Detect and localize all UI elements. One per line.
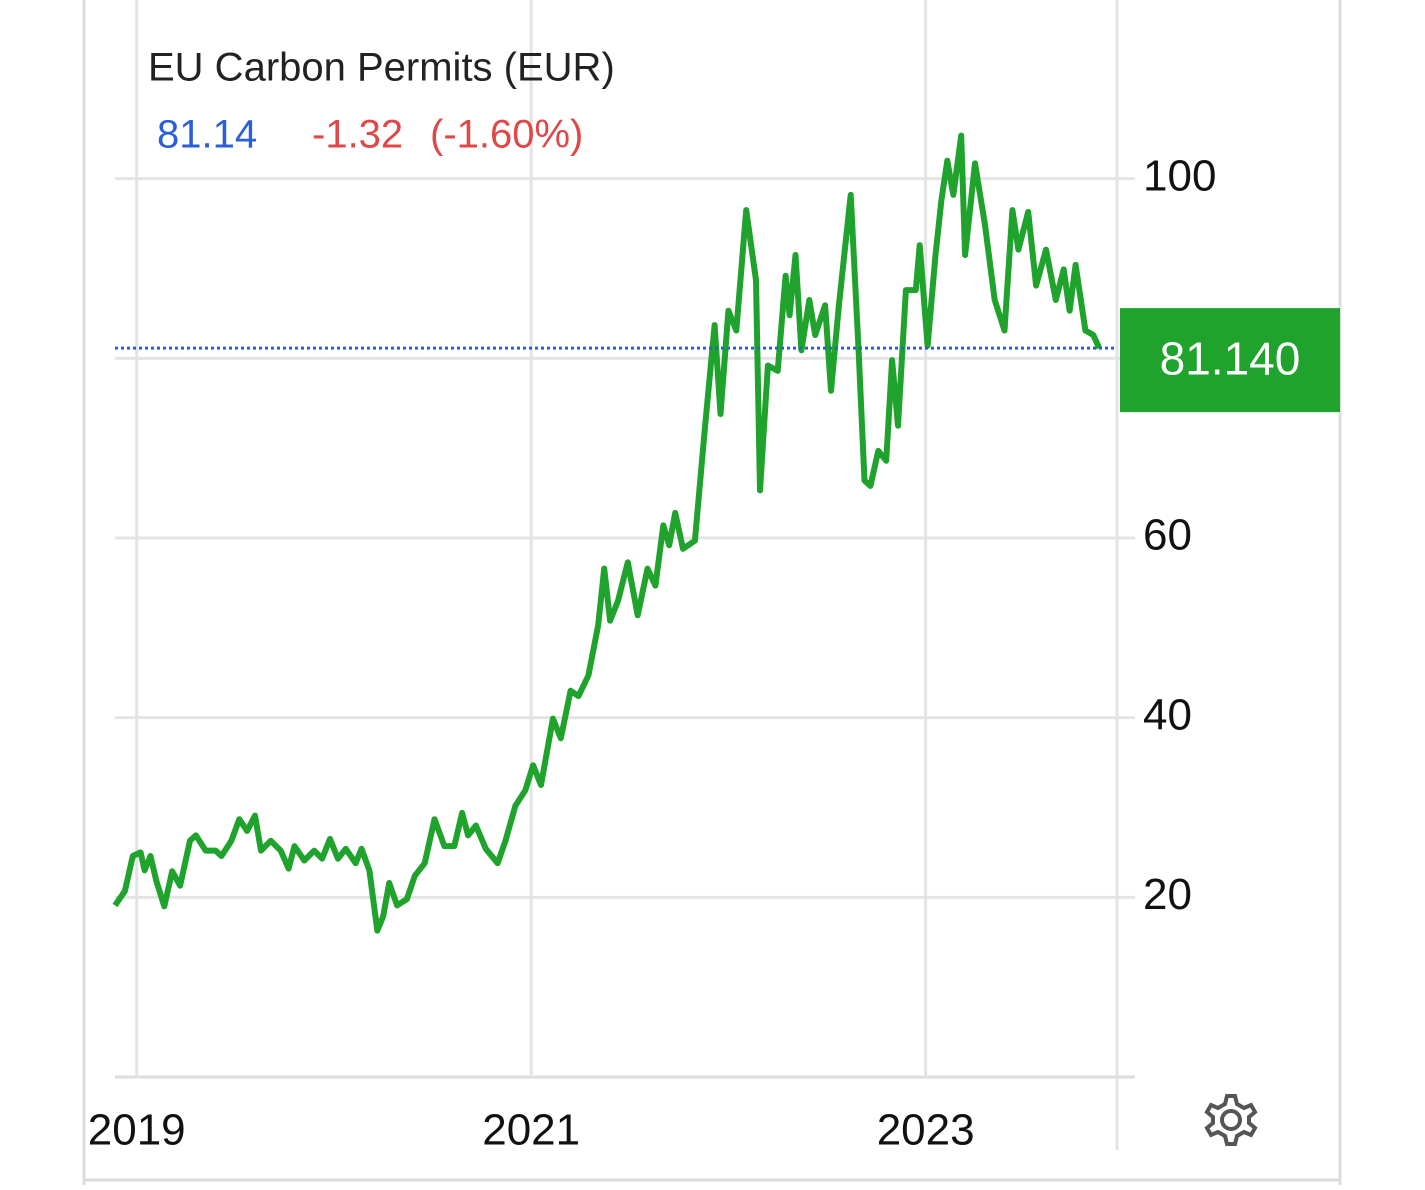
- y-tick-label: 60: [1143, 511, 1192, 560]
- grid: [115, 0, 1135, 1077]
- price-tag-box: [1120, 308, 1340, 413]
- y-tick-label: 40: [1143, 690, 1192, 739]
- price-line: [112, 132, 1102, 934]
- y-tick-label: 100: [1143, 151, 1216, 200]
- last-value: 81.14: [157, 113, 257, 157]
- chart-title: EU Carbon Permits (EUR): [148, 46, 615, 90]
- settings-icon[interactable]: [1204, 1094, 1258, 1146]
- x-tick-label: 2023: [877, 1106, 975, 1155]
- change: -1.32: [312, 113, 403, 157]
- price-tag: 81.140: [1160, 332, 1301, 384]
- y-tick-label: 20: [1143, 870, 1192, 919]
- plot: [112, 132, 1117, 934]
- change-percent: (-1.60%): [430, 113, 583, 157]
- x-tick-label: 2019: [88, 1106, 186, 1155]
- x-tick-label: 2021: [482, 1106, 580, 1155]
